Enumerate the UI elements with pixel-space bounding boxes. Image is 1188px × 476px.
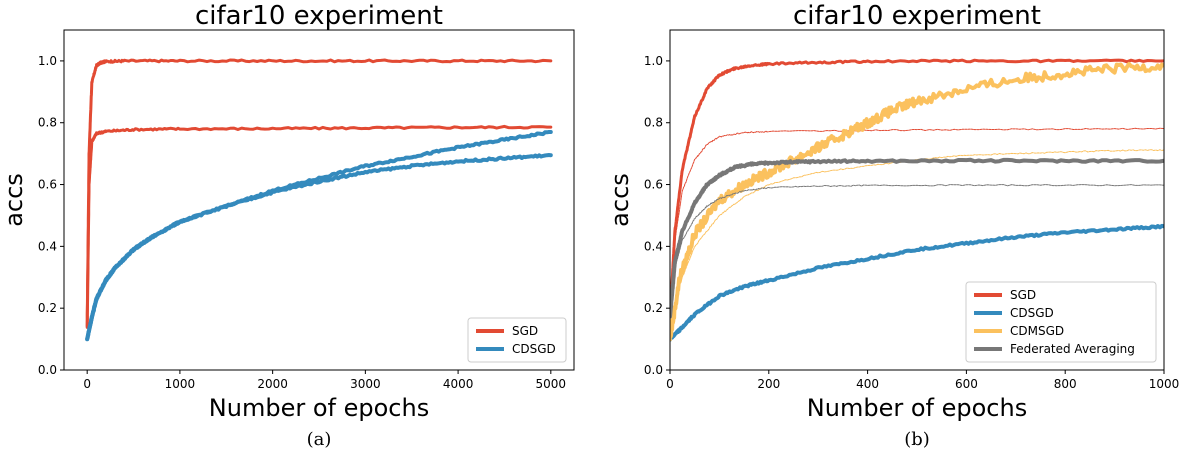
x-tick-label: 600 <box>955 377 978 391</box>
chart-title: cifar10 experiment <box>793 1 1041 31</box>
y-tick-label: 0.8 <box>644 116 663 130</box>
y-axis-label: accs <box>606 173 634 227</box>
x-tick-label: 0 <box>666 377 674 391</box>
x-tick-label: 4000 <box>443 377 474 391</box>
y-tick-label: 0.0 <box>644 363 663 377</box>
series-line-federated-averaging-train <box>670 157 1164 319</box>
legend-label: SGD <box>1010 288 1036 302</box>
subfigure-caption: (b) <box>904 429 930 450</box>
y-tick-label: 0.4 <box>38 239 57 253</box>
legend-label: SGD <box>512 324 538 338</box>
axes-frame <box>669 29 1165 371</box>
x-tick-label: 1000 <box>1149 377 1180 391</box>
series-line-sgd-test <box>670 127 1164 318</box>
x-tick-label: 0 <box>83 377 91 391</box>
x-tick-label: 3000 <box>350 377 381 391</box>
y-axis-label: accs <box>0 173 28 227</box>
x-tick-label: 400 <box>856 377 879 391</box>
legend-box <box>965 281 1157 363</box>
series-line-cdsgd-test <box>85 153 553 341</box>
series-line-sgd-test <box>85 124 553 329</box>
x-axis-label: Number of epochs <box>807 394 1027 422</box>
plot-area <box>85 58 553 342</box>
y-tick-label: 0.2 <box>38 301 57 315</box>
y-tick-label: 0.6 <box>38 178 57 192</box>
legend-label: CDSGD <box>512 342 556 356</box>
axes-frame <box>63 29 575 371</box>
series-line-cdsgd-train <box>670 223 1164 342</box>
y-tick-label: 0.0 <box>38 363 57 377</box>
legend-label: CDMSGD <box>1010 324 1064 338</box>
x-tick-label: 2000 <box>257 377 288 391</box>
x-axis-label: Number of epochs <box>209 394 429 422</box>
x-tick-label: 5000 <box>536 377 567 391</box>
chart-title: cifar10 experiment <box>195 1 443 31</box>
chart-b: 0 200 400 600 800 1000 0.0 0.2 0.4 0.6 0.8 1.0 cifar… <box>606 1 1179 450</box>
series-line-sgd-train <box>85 58 553 328</box>
y-tick-label: 0.4 <box>644 239 663 253</box>
series-line-sgd-train <box>670 58 1164 319</box>
y-tick-label: 0.8 <box>38 116 57 130</box>
x-tick-label: 800 <box>1054 377 1077 391</box>
subfigure-caption: (a) <box>307 429 332 450</box>
plot-area <box>670 58 1164 342</box>
x-tick-label: 200 <box>757 377 780 391</box>
series-line-cdmsgd-test <box>670 149 1164 340</box>
legend-label: Federated Averaging <box>1010 342 1135 356</box>
series-line-cdmsgd-train <box>670 61 1164 342</box>
y-tick-label: 1.0 <box>644 54 663 68</box>
chart-a: 0 1000 2000 3000 4000 5000 0.0 0.2 0.4 0.6 0.8 1.0 c… <box>0 1 575 450</box>
legend-label: CDSGD <box>1010 306 1054 320</box>
x-tick-label: 1000 <box>165 377 196 391</box>
y-tick-label: 0.6 <box>644 178 663 192</box>
legend: SGD CDSGD <box>467 317 567 363</box>
legend: SGD CDSGD CDMSGD Federated Averaging <box>965 281 1157 363</box>
y-tick-label: 1.0 <box>38 54 57 68</box>
series-line-federated-averaging-test <box>670 184 1164 319</box>
y-tick-label: 0.2 <box>644 301 663 315</box>
